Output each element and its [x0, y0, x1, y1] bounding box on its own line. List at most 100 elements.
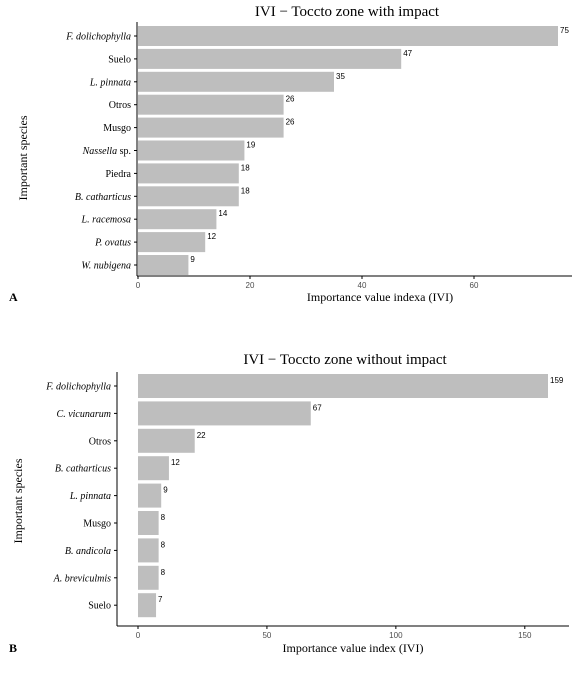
category-name: Nassella	[82, 146, 117, 157]
y-tick-label: C. vicunarum	[57, 409, 111, 420]
bars	[138, 26, 558, 275]
data-label: 159	[550, 376, 564, 385]
bar	[138, 117, 284, 138]
y-tick-label: L. pinnata	[89, 77, 131, 88]
data-label: 12	[207, 232, 216, 241]
data-label: 47	[403, 49, 412, 58]
bar	[138, 186, 239, 207]
category-name: Piedra	[105, 169, 131, 180]
category-name: F. dolichophylla	[65, 32, 131, 43]
x-tick-label: 20	[246, 281, 255, 290]
panel-label: A	[9, 290, 18, 304]
y-tick-label: P. ovatus	[94, 238, 131, 249]
bar	[138, 209, 217, 230]
y-tick-label: F. dolichophylla	[65, 32, 131, 43]
category-name: Suelo	[88, 601, 111, 612]
y-tick-label: Piedra	[105, 169, 131, 180]
bar	[138, 538, 159, 563]
x-tick-label: 100	[389, 631, 403, 640]
bar	[138, 48, 402, 69]
y-tick-label: Otros	[89, 436, 111, 447]
data-label: 8	[161, 540, 166, 549]
x-tick-label: 150	[518, 631, 532, 640]
category-name: C. vicunarum	[57, 409, 111, 420]
category-name: Otros	[89, 436, 111, 447]
bar	[138, 456, 169, 481]
bar	[138, 94, 284, 115]
chart-with-impact: IVI − Toccto zone with impact Importance…	[9, 4, 572, 304]
data-label: 12	[171, 458, 180, 467]
category-suffix: sp.	[117, 146, 131, 157]
bar	[138, 511, 159, 535]
category-name: Suelo	[108, 54, 131, 65]
chart-without-impact: IVI − Toccto zone without impact Importa…	[9, 352, 569, 655]
bar	[138, 401, 311, 426]
y-tick-label: B. andicola	[65, 546, 111, 557]
y-axis-title: Important species	[11, 458, 25, 543]
chart-title: IVI − Toccto zone with impact	[255, 4, 440, 20]
y-tick-labels: F. dolichophylla C. vicunarum Otros B. cath…	[45, 382, 117, 612]
category-name: L. racemosa	[81, 215, 131, 226]
x-tick-label: 0	[136, 281, 141, 290]
data-label: 26	[286, 95, 295, 104]
x-axis-title: Importance value index (IVI)	[283, 641, 424, 655]
data-label: 18	[241, 186, 250, 195]
data-label: 19	[246, 141, 255, 150]
data-label: 14	[218, 209, 227, 218]
category-name: W. nubigena	[81, 261, 131, 272]
bar	[138, 26, 558, 46]
x-tick-label: 60	[470, 281, 479, 290]
bars	[138, 374, 548, 618]
x-ticks: 0 50 100 150	[136, 626, 532, 640]
x-tick-label: 0	[136, 631, 141, 640]
data-label: 67	[313, 403, 322, 412]
bar	[138, 140, 245, 161]
category-name: F. dolichophylla	[45, 382, 111, 393]
bar	[138, 71, 334, 92]
data-label: 22	[197, 431, 206, 440]
category-name: Musgo	[103, 123, 131, 134]
y-tick-labels: F. dolichophylla Suelo L. pinnata Otros Musg…	[65, 32, 137, 272]
category-name: P. ovatus	[94, 238, 131, 249]
y-tick-label: Musgo	[83, 519, 111, 530]
y-tick-label: Otros	[109, 100, 131, 111]
y-tick-label: B. catharticus	[75, 192, 131, 203]
category-name: L. pinnata	[69, 491, 111, 502]
panel-label: B	[9, 641, 17, 655]
category-name: B. catharticus	[75, 192, 131, 203]
y-tick-label: Suelo	[108, 54, 131, 65]
data-label: 9	[190, 255, 195, 264]
data-label: 35	[336, 72, 345, 81]
y-tick-label: Suelo	[88, 601, 111, 612]
bar	[138, 483, 162, 508]
x-tick-label: 40	[358, 281, 367, 290]
bar	[138, 374, 548, 398]
bar	[138, 565, 159, 590]
data-label: 75	[560, 26, 569, 35]
x-tick-label: 50	[262, 631, 271, 640]
data-label: 8	[161, 513, 166, 522]
category-name: Musgo	[83, 519, 111, 530]
y-tick-label: F. dolichophylla	[45, 382, 111, 393]
x-ticks: 0 20 40 60	[136, 276, 479, 290]
y-tick-label: W. nubigena	[81, 261, 131, 272]
bar	[138, 255, 189, 275]
bar	[138, 593, 157, 618]
bar	[138, 163, 239, 184]
data-label: 8	[161, 568, 166, 577]
category-name: B. catharticus	[55, 464, 111, 475]
data-label: 9	[163, 486, 168, 495]
bar	[138, 232, 206, 253]
data-label: 18	[241, 163, 250, 172]
value-labels: 159 67 22 12 9 8 8 8 7	[158, 376, 564, 604]
bar	[138, 428, 195, 453]
y-tick-label: L. racemosa	[81, 215, 131, 226]
y-axis-title: Important species	[16, 115, 30, 200]
data-label: 7	[158, 595, 163, 604]
chart-title: IVI − Toccto zone without impact	[243, 352, 447, 368]
category-name: B. andicola	[65, 546, 111, 557]
category-name: L. pinnata	[89, 77, 131, 88]
x-axis-title: Importance value indexa (IVI)	[307, 290, 453, 304]
category-name: Otros	[109, 100, 131, 111]
data-label: 26	[286, 118, 295, 127]
